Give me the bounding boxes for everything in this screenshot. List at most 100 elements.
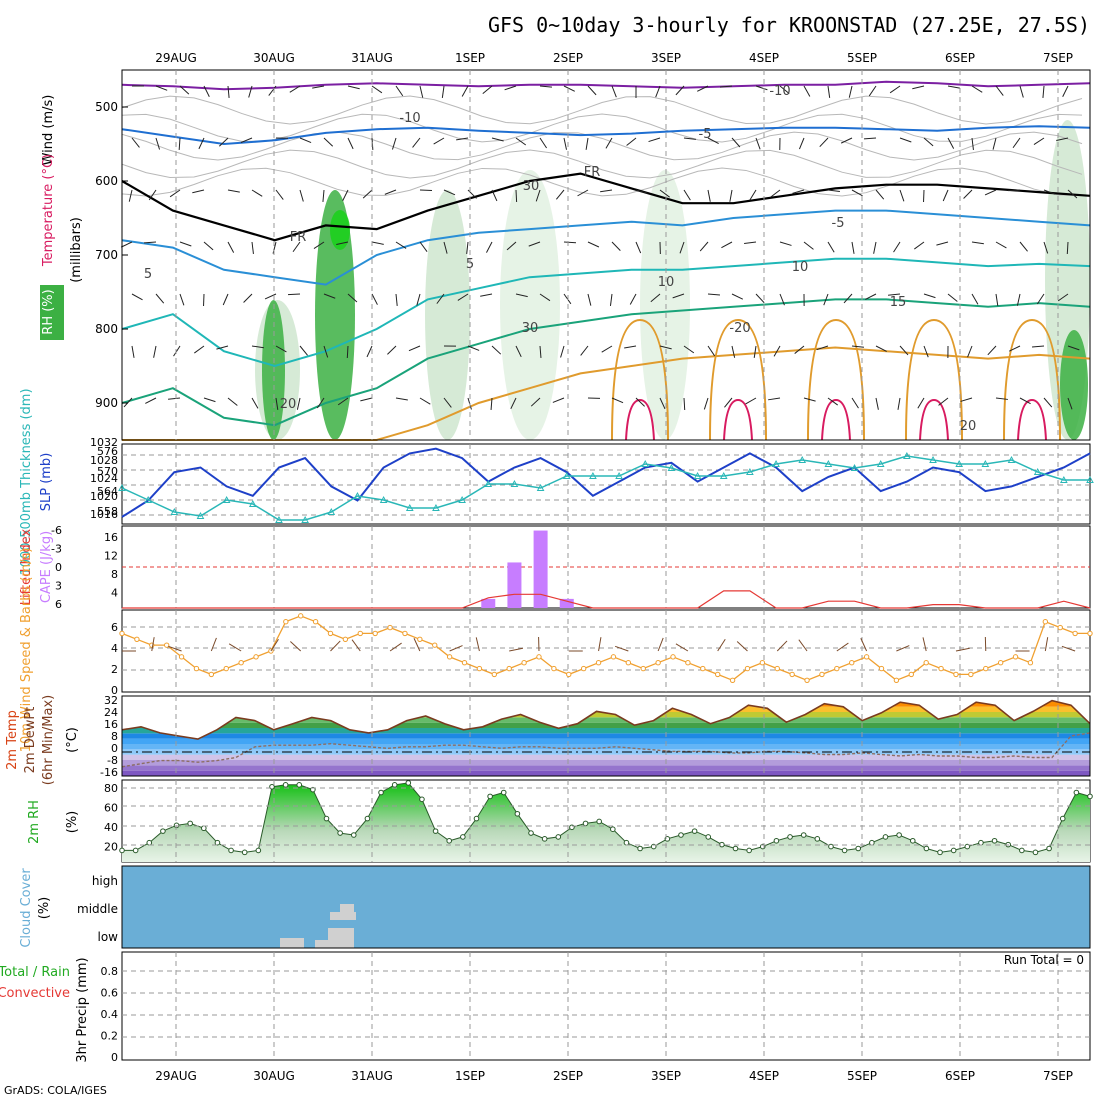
wind-barb [1067,345,1080,351]
thickness-marker [876,459,885,467]
wind-barb [360,397,373,402]
wind-barb [1016,293,1021,306]
rh-marker [405,780,412,786]
wind-barb [227,189,240,193]
wind-barb [707,189,711,202]
wind-barb [515,293,528,298]
rh-marker [282,782,289,788]
date-label-top: 6SEP [945,51,975,65]
wind-barb [731,345,736,358]
li-axis-label: Lifted Index [19,528,34,605]
wind-barb [371,85,383,94]
wind-barb [346,345,349,359]
wind-barb [827,397,838,406]
rh-marker [173,822,180,829]
wind-barb [299,345,308,356]
cape-bar [481,598,496,608]
wind-barb [773,345,781,357]
wind-speed-marker [953,671,959,678]
wind-barb [389,642,402,652]
rh-marker [350,832,357,838]
wind-barb [290,641,302,652]
wind-barb [443,241,448,254]
wind-barb [731,293,744,300]
rh-marker [773,837,780,844]
wind-barb [717,638,726,652]
wind-speed-marker [223,665,229,672]
wind-barb [745,397,757,405]
wind-barb [412,137,421,148]
cape-bar [533,530,548,608]
wind-barb [827,241,835,253]
wind-speed-marker [938,665,944,672]
thickness-marker [955,459,964,467]
wind-barb [351,639,361,652]
thickness-marker [667,463,676,471]
run-total-label: Run Total = 0 [1004,953,1084,967]
wind-barb [466,241,469,254]
wind-speed-marker [610,654,617,660]
wind-barb [563,241,577,244]
wind-speed-marker [506,665,512,672]
wind-barb [131,137,140,148]
cloud-cover-block [280,938,304,948]
thickness-tick: 570 [97,465,118,478]
rh-marker [201,825,207,832]
wind-speed-marker [119,630,125,637]
wind-barb [486,241,493,253]
wind-speed-marker [834,665,840,672]
wind-speed-marker [1072,630,1078,637]
li-tick: 0 [55,561,62,574]
thickness-marker [275,515,283,523]
wind-barb [336,241,349,246]
wind-barb [888,293,901,296]
thickness-marker [248,499,257,507]
wind-tick: 6 [111,621,118,634]
wind-barb [768,397,781,401]
wind-barb [227,397,238,406]
temp-band [122,760,1090,766]
date-label-top: 2SEP [553,51,583,65]
wind-barb [823,293,829,306]
rh-marker [1019,847,1025,854]
wind-barb [792,189,805,194]
warm-contour [807,318,865,441]
date-label-top: 31AUG [351,51,393,65]
wind-speed-marker [327,630,334,637]
rh-marker [923,845,930,852]
rh-marker [119,847,125,854]
cloud-cover-block [330,912,356,920]
rh-marker [132,847,139,854]
cloud-cover-block [315,940,329,948]
precip-tick: 0 [111,1051,118,1064]
wind-barb [155,293,165,304]
wind-frame [121,609,1091,693]
thickness-marker [510,479,519,487]
wind-barb [600,189,613,193]
thickness-marker [405,503,414,511]
wind-barb [337,397,349,406]
wind-barb [803,85,811,97]
wind-barb [863,137,877,140]
wind-barb [611,241,621,251]
wind-barb [342,189,349,201]
wind-speed-marker [759,660,766,666]
wind-barb [827,85,831,98]
wind-barb [587,85,597,96]
wind-barb [819,137,829,148]
pressure-tick: 500 [95,100,118,114]
wind-barb [509,647,524,652]
temp-tick: -16 [100,766,118,779]
precip-tick: 0.8 [101,965,119,978]
date-label-top: 29AUG [155,51,197,65]
wind-barb [482,85,493,95]
rh-marker [391,782,398,788]
wind-barb [1012,137,1021,149]
wind-barb [168,645,182,652]
precip-frame [121,951,1091,1061]
wind-barb [629,293,637,305]
rh-marker [1032,849,1039,856]
wind-barb [938,397,949,406]
wind-barb [515,345,522,358]
wind-barb [299,137,312,144]
